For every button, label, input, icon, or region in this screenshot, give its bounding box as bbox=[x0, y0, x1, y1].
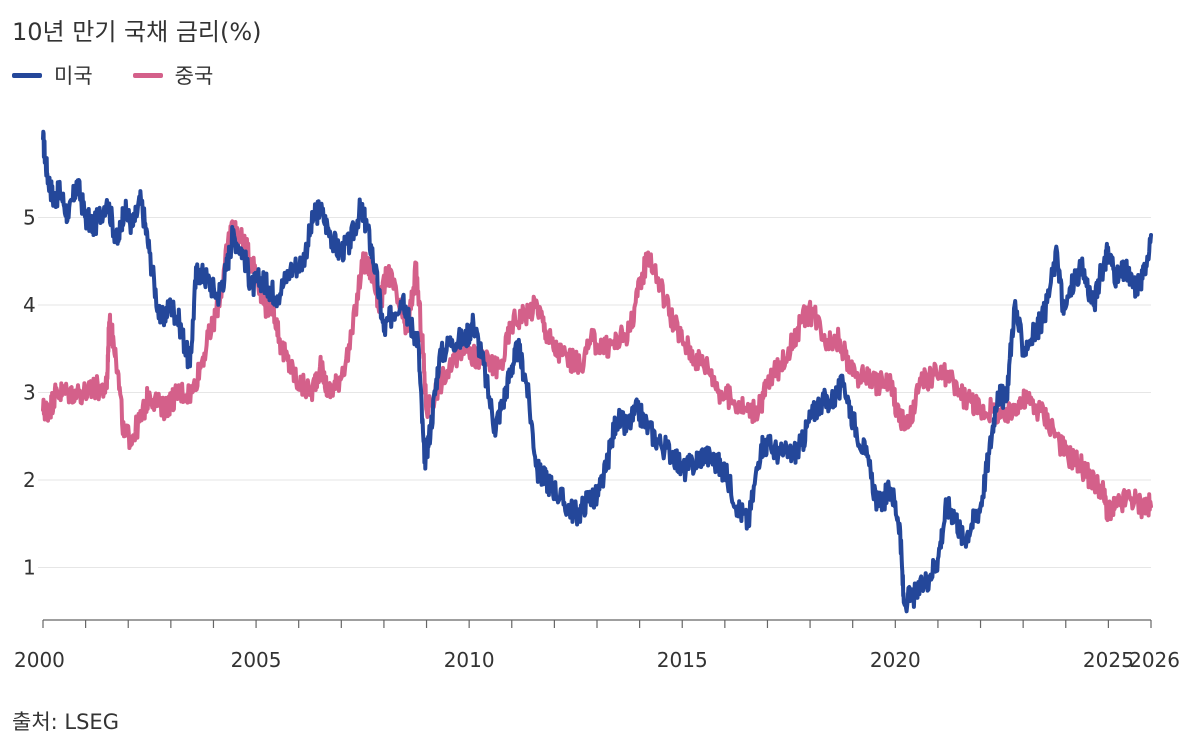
legend-swatch-china bbox=[132, 72, 163, 78]
legend-label-us: 미국 bbox=[54, 64, 93, 88]
legend-swatch-us bbox=[12, 72, 42, 78]
source-note: 출처: LSEG bbox=[12, 710, 119, 734]
chart-title: 10년 만기 국채 금리(%) bbox=[12, 18, 262, 46]
legend-item-china: 중국 bbox=[132, 60, 214, 90]
x-tick-label: 2020 bbox=[870, 648, 921, 672]
x-tick-label: 2000 bbox=[14, 648, 65, 672]
legend-item-us: 미국 bbox=[12, 60, 93, 90]
legend: 미국 중국 bbox=[12, 60, 213, 90]
x-tick-label: 2026 bbox=[1129, 648, 1180, 672]
y-tick-label: 3 bbox=[23, 381, 36, 405]
y-tick-label: 1 bbox=[23, 556, 36, 580]
x-tick-label: 2010 bbox=[444, 648, 495, 672]
series-line-us bbox=[41, 129, 1153, 614]
y-axis: 1 2 3 4 5 bbox=[23, 206, 36, 580]
series-lines bbox=[41, 129, 1153, 614]
y-tick-label: 4 bbox=[23, 293, 36, 317]
series-line-china bbox=[41, 219, 1153, 523]
y-tick-label: 5 bbox=[23, 206, 36, 230]
y-tick-label: 2 bbox=[23, 468, 36, 492]
x-tick-label: 2025 bbox=[1083, 648, 1134, 672]
legend-label-china: 중국 bbox=[174, 64, 214, 88]
x-tick-label: 2015 bbox=[657, 648, 708, 672]
x-tick-label: 2005 bbox=[231, 648, 282, 672]
